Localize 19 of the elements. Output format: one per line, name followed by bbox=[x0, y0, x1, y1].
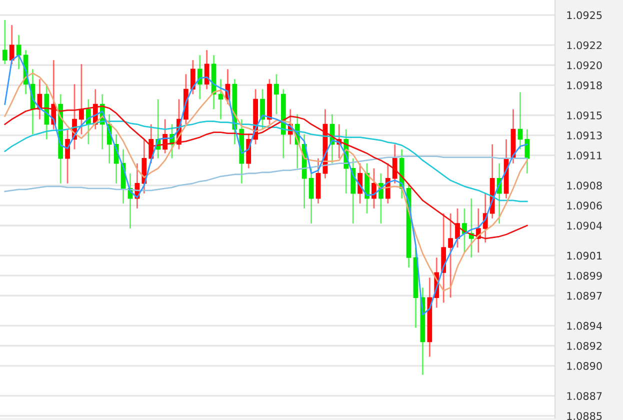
y-tick-label: 1.0897 bbox=[567, 292, 602, 300]
y-tick-label: 1.0899 bbox=[567, 272, 602, 280]
y-tick-label: 1.0915 bbox=[567, 111, 602, 120]
y-tick-label: 1.0885 bbox=[567, 412, 602, 420]
y-tick-label: 1.0908 bbox=[567, 182, 602, 190]
y-tick-label: 1.0920 bbox=[567, 61, 602, 70]
y-tick-label: 1.0890 bbox=[567, 362, 602, 370]
y-tick-label: 1.0911 bbox=[567, 152, 602, 160]
y-tick-label: 1.0887 bbox=[567, 392, 602, 400]
y-tick-label: 1.0894 bbox=[567, 322, 602, 330]
y-tick-label: 1.0922 bbox=[567, 41, 602, 50]
y-tick-label: 1.0892 bbox=[567, 342, 602, 350]
y-tick-label: 1.0904 bbox=[567, 222, 602, 230]
y-tick-label: 1.0925 bbox=[567, 11, 602, 20]
y-tick-label: 1.0913 bbox=[567, 132, 602, 140]
y-tick-label: 1.0918 bbox=[567, 81, 602, 90]
y-tick-label: 1.0906 bbox=[567, 202, 602, 210]
line-series bbox=[4, 72, 528, 292]
y-tick-label: 1.0901 bbox=[567, 252, 602, 260]
